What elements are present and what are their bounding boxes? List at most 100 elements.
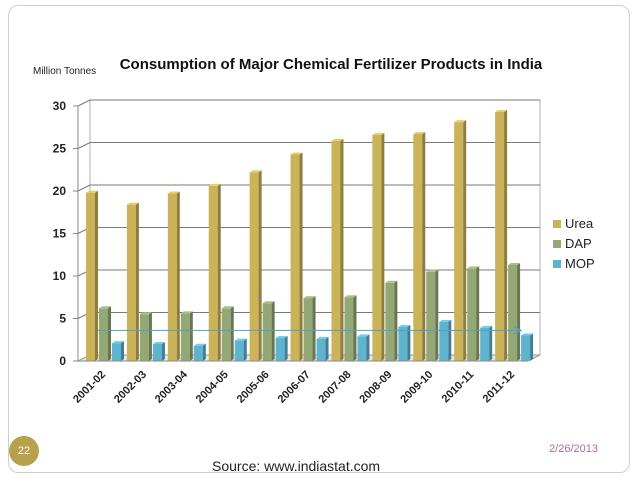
bar-mop-2005-06 (275, 336, 288, 361)
bar-top (439, 319, 452, 322)
y-tick-label: 0 (59, 354, 66, 368)
bar-top (454, 120, 467, 123)
bar-top (139, 312, 152, 315)
bar-side (217, 183, 221, 361)
x-tick-label: 2007-08 (317, 369, 354, 406)
bar-top (385, 280, 398, 283)
legend-swatch-urea (553, 220, 561, 228)
bar-dap-2010-11 (467, 266, 480, 361)
x-tick-label: 2004-05 (194, 369, 231, 406)
x-tick-label: 2003-04 (153, 368, 191, 406)
bar-front (413, 134, 423, 361)
bar-top (413, 132, 426, 135)
bar-side (517, 262, 521, 361)
bar-top (467, 266, 480, 269)
bar-side (366, 334, 370, 361)
bar-mop-2008-09 (398, 325, 411, 361)
bar-mop-2002-03 (152, 342, 165, 361)
legend-label-urea: Urea (565, 216, 594, 231)
y-tick-label: 15 (53, 227, 67, 241)
bar-dap-2005-06 (262, 301, 275, 361)
bar-side (299, 152, 303, 361)
bar-top (180, 311, 193, 314)
bar-side (530, 333, 534, 361)
bar-urea-2009-10 (413, 132, 426, 361)
bar-front (208, 185, 218, 361)
bar-urea-2011-12 (495, 109, 508, 361)
page-number-badge: 22 (9, 436, 39, 466)
y-tick-label: 20 (53, 184, 67, 198)
y-axis-unit-label: Million Tonnes (33, 66, 96, 77)
bar-top (521, 333, 534, 336)
bar-top (275, 336, 288, 339)
bar-side (463, 120, 467, 362)
bar-side (243, 338, 247, 361)
bar-side (325, 336, 329, 361)
bar-top (112, 341, 124, 344)
bar-side (148, 312, 152, 361)
x-tick-label: 2005-06 (235, 369, 272, 406)
bar-dap-2007-08 (344, 295, 357, 361)
bar-top (316, 336, 329, 339)
gridline-side (77, 184, 91, 192)
bar-front (221, 308, 231, 361)
bar-side (271, 301, 275, 361)
bar-top (290, 152, 303, 155)
bar-front (508, 264, 518, 361)
x-tick-label: 2010-11 (440, 369, 477, 406)
bar-front (249, 172, 259, 361)
chart-title: Consumption of Major Chemical Fertilizer… (120, 56, 543, 73)
bar-front (180, 313, 190, 361)
axes (73, 105, 528, 362)
bar-top (99, 306, 111, 309)
source-text: Source: www.indiastat.com (212, 458, 381, 474)
bar-mop-2010-11 (480, 325, 493, 361)
bar-front (234, 340, 244, 361)
bar-side (407, 325, 411, 361)
bar-top (126, 202, 139, 205)
bar-front (316, 338, 326, 361)
bar-urea-2001-02 (86, 190, 98, 361)
bar-front (372, 134, 382, 361)
bar-top (508, 262, 521, 265)
bar-front (495, 111, 505, 361)
bar-front (331, 140, 341, 361)
gridline-side (77, 99, 91, 107)
bar-side (476, 266, 480, 361)
bar-front (426, 271, 436, 361)
bar-urea-2007-08 (331, 138, 344, 361)
bar-side (189, 311, 193, 361)
bar-side (448, 319, 452, 361)
x-tick-label: 2006-07 (276, 369, 313, 406)
bar-side (504, 109, 508, 361)
bar-top (234, 338, 247, 341)
y-tick-label: 30 (53, 99, 67, 113)
bar-front (303, 298, 313, 361)
bars (86, 109, 534, 362)
bar-front (152, 344, 162, 361)
bar-top (167, 191, 180, 194)
bar-top (426, 269, 439, 272)
bar-side (121, 341, 124, 361)
bar-side (258, 170, 262, 361)
bar-front (167, 193, 177, 361)
bar-mop-2006-07 (316, 336, 329, 361)
bar-top (193, 343, 206, 346)
bar-side (202, 343, 206, 361)
bar-top (249, 170, 262, 173)
bar-side (230, 306, 234, 361)
bar-dap-2009-10 (426, 269, 439, 361)
y-tick-label: 10 (53, 269, 67, 283)
bar-urea-2004-05 (208, 183, 221, 361)
bar-dap-2011-12 (508, 262, 521, 361)
bar-mop-2003-04 (193, 343, 206, 361)
bar-side (284, 336, 288, 361)
bar-front (385, 282, 395, 361)
legend: Urea DAP MOP (553, 216, 595, 271)
legend-label-mop: MOP (565, 256, 595, 271)
bar-urea-2003-04 (167, 191, 180, 361)
bar-front (99, 308, 108, 361)
bar-side (135, 202, 139, 361)
bar-front (126, 204, 136, 361)
